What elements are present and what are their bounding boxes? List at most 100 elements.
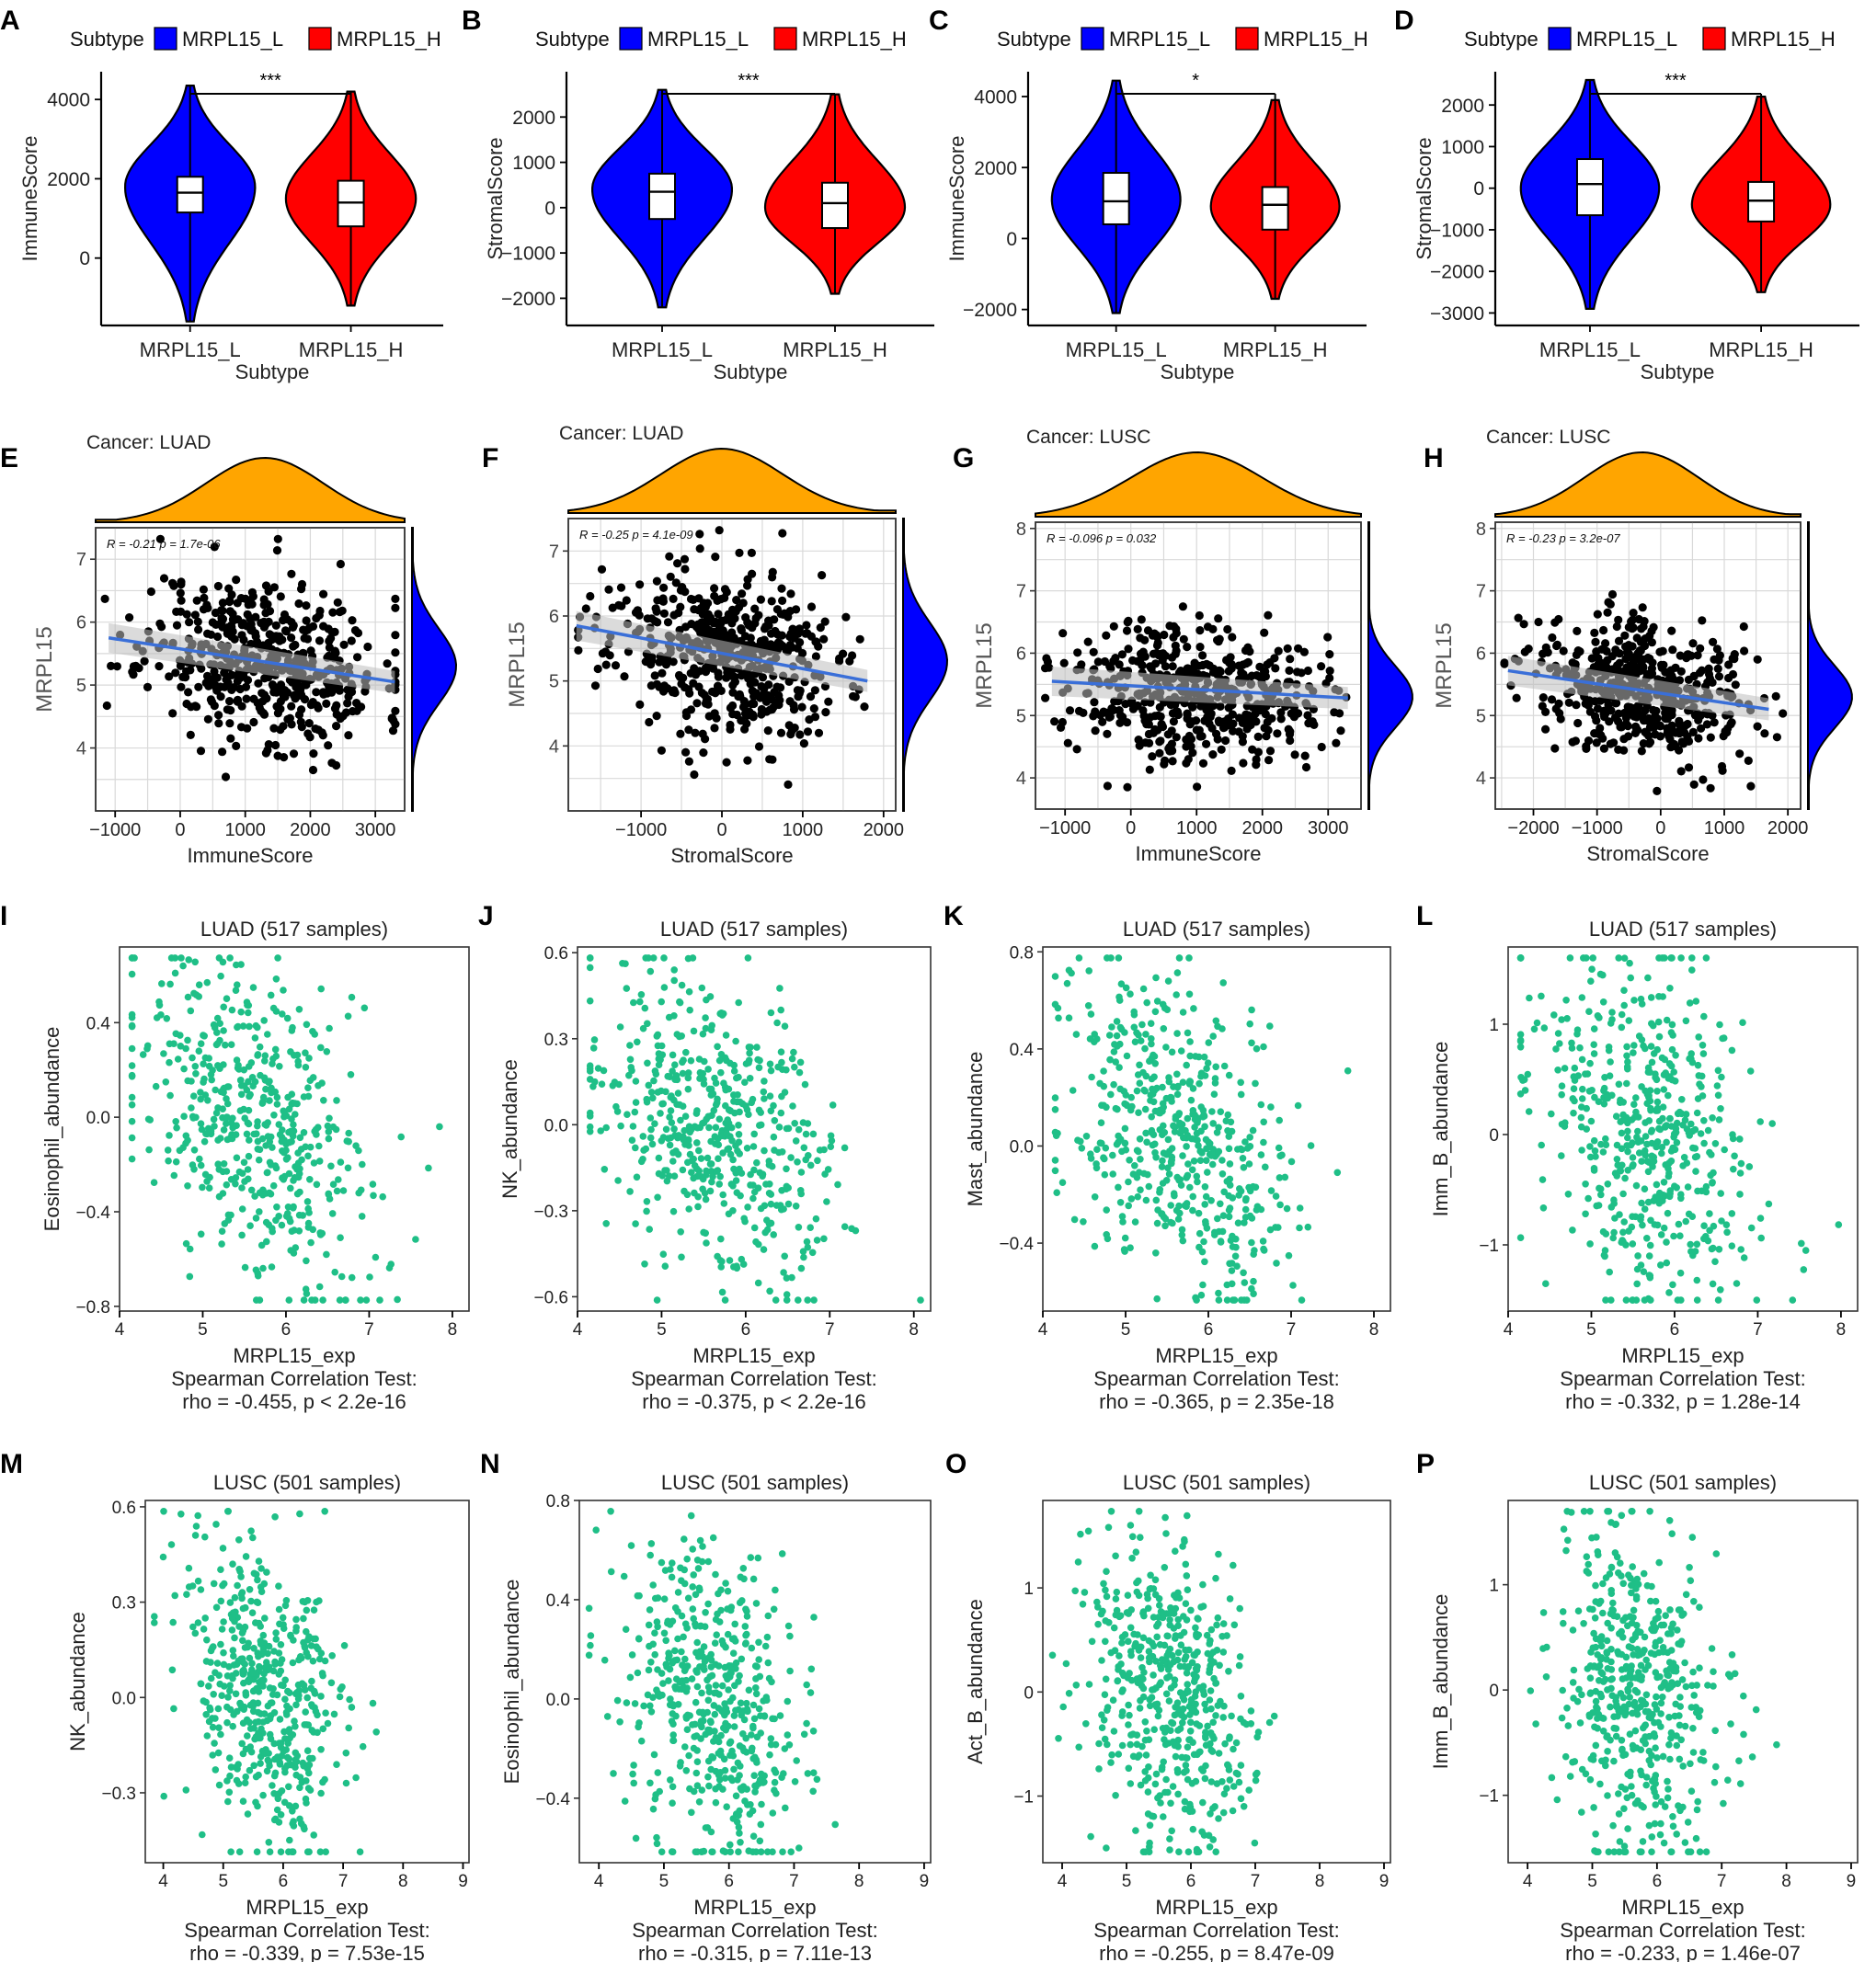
- data-point: [803, 629, 812, 638]
- data-point: [586, 997, 594, 1005]
- data-point: [1578, 1055, 1586, 1064]
- data-point: [1173, 1070, 1181, 1078]
- data-point: [128, 1062, 136, 1069]
- data-point: [686, 594, 696, 604]
- data-point: [201, 1533, 209, 1541]
- data-point: [1260, 1138, 1267, 1146]
- data-point: [302, 601, 311, 610]
- data-point: [259, 595, 269, 604]
- data-point: [1601, 1074, 1608, 1081]
- data-point: [210, 542, 219, 552]
- data-point: [276, 592, 285, 601]
- data-point: [1694, 1061, 1702, 1069]
- data-point: [1691, 1153, 1699, 1161]
- data-point: [749, 691, 759, 702]
- data-point: [1225, 1145, 1233, 1153]
- data-point: [227, 685, 236, 695]
- data-point: [254, 1137, 262, 1146]
- data-point: [690, 664, 699, 673]
- data-point: [1740, 646, 1749, 656]
- data-point: [1137, 615, 1146, 624]
- data-point: [735, 1122, 742, 1129]
- data-point: [726, 720, 735, 730]
- data-point: [1159, 1000, 1167, 1009]
- data-point: [1746, 1067, 1755, 1075]
- data-point: [1131, 1162, 1138, 1169]
- data-point: [185, 956, 192, 964]
- data-point: [642, 1145, 650, 1153]
- data-point: [792, 1203, 800, 1210]
- data-point: [1128, 656, 1138, 666]
- data-point: [719, 1149, 726, 1157]
- data-point: [1193, 1296, 1200, 1304]
- data-point: [297, 723, 306, 732]
- data-point: [294, 1149, 302, 1157]
- data-point: [681, 747, 691, 757]
- data-point: [702, 1229, 709, 1238]
- data-point: [1630, 1161, 1637, 1169]
- data-point: [200, 593, 209, 603]
- data-point: [310, 1606, 318, 1614]
- data-point: [1195, 1079, 1203, 1088]
- data-point: [212, 1766, 220, 1774]
- data-point: [766, 1092, 774, 1100]
- data-point: [598, 1080, 606, 1088]
- data-point: [238, 1594, 246, 1603]
- data-point: [783, 1165, 790, 1173]
- data-point: [1634, 1127, 1642, 1135]
- data-point: [1691, 1145, 1699, 1152]
- data-point: [714, 668, 723, 678]
- data-point: [1516, 954, 1525, 962]
- data-point: [182, 1786, 190, 1794]
- data-point: [266, 1848, 274, 1855]
- data-point: [628, 1136, 636, 1144]
- data-point: [786, 589, 795, 599]
- data-point: [704, 1112, 713, 1121]
- data-point: [1296, 1224, 1303, 1232]
- data-point: [1593, 610, 1602, 619]
- data-point: [1630, 1042, 1638, 1049]
- data-point: [1633, 1265, 1642, 1273]
- data-point: [285, 713, 294, 723]
- data-point: [1558, 1152, 1565, 1159]
- data-point: [1225, 1213, 1233, 1221]
- y-axis-title: MRPL15: [1432, 622, 1457, 708]
- data-point: [1074, 1136, 1081, 1144]
- chart-title: LUAD (517 samples): [1589, 918, 1777, 941]
- data-point: [1208, 1108, 1216, 1115]
- test-result: rho = -0.365, p = 2.35e-18: [1099, 1390, 1334, 1413]
- data-point: [345, 1137, 353, 1146]
- data-point: [128, 1044, 136, 1053]
- data-point: [383, 659, 392, 668]
- data-point: [706, 1160, 715, 1168]
- data-point: [294, 1057, 303, 1066]
- data-point: [728, 605, 738, 614]
- data-point: [339, 640, 349, 649]
- data-point: [1211, 1079, 1219, 1087]
- data-point: [287, 618, 296, 627]
- data-point: [623, 985, 631, 992]
- data-point: [664, 1072, 671, 1080]
- data-point: [391, 603, 400, 612]
- data-point: [1640, 1268, 1648, 1275]
- y-axis-title: MRPL15: [972, 622, 997, 708]
- data-point: [1683, 1125, 1691, 1133]
- data-point: [353, 653, 362, 662]
- data-point: [272, 1629, 280, 1637]
- y-tick-label: 5: [1016, 706, 1026, 726]
- data-point: [344, 1012, 352, 1021]
- data-point: [713, 596, 722, 606]
- data-point: [165, 672, 174, 681]
- data-point: [1746, 781, 1756, 791]
- data-point: [1582, 744, 1591, 754]
- data-point: [1771, 691, 1780, 702]
- data-point: [1619, 1237, 1626, 1244]
- data-point: [1139, 985, 1148, 993]
- data-point: [691, 728, 700, 737]
- data-point: [586, 1076, 594, 1083]
- data-point: [750, 1224, 759, 1232]
- data-point: [848, 1225, 855, 1233]
- data-point: [721, 1296, 729, 1304]
- x-axis-title: MRPL15_exp: [1155, 1344, 1277, 1367]
- data-point: [289, 1659, 297, 1667]
